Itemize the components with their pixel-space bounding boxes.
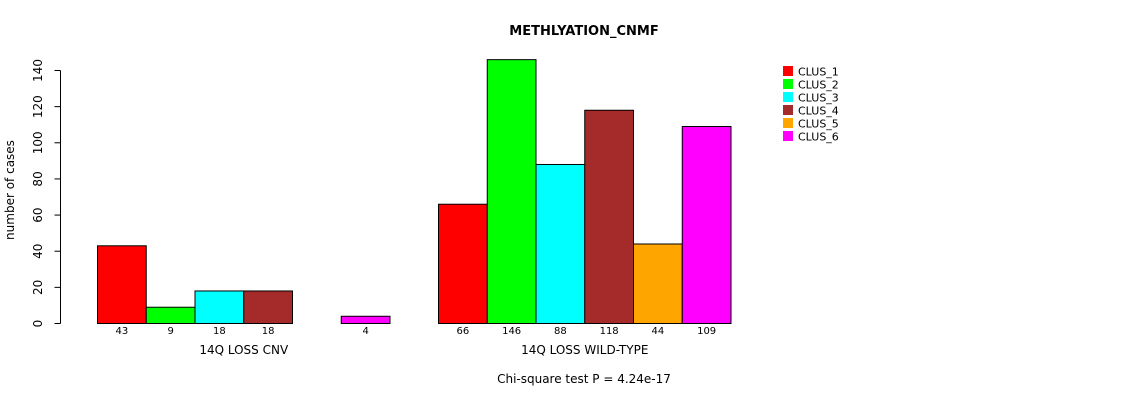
- legend-label: CLUS_2: [798, 79, 839, 92]
- bar-count-label: 9: [167, 326, 173, 337]
- bars: [97, 59, 732, 325]
- bar-count-label: 66: [457, 326, 470, 337]
- bar-count-label: 146: [502, 326, 521, 337]
- bar-clus-4: [243, 290, 293, 325]
- bar-count-label: 43: [116, 326, 129, 337]
- legend-swatch: [783, 66, 793, 76]
- bar-count-label: 18: [213, 326, 226, 337]
- chart-title: METHLYATION_CNMF: [509, 24, 658, 39]
- y-axis-label: number of cases: [3, 140, 17, 240]
- bar-count-label: 18: [262, 326, 275, 337]
- chart-subtitle: Chi-square test P = 4.24e-17: [497, 372, 671, 386]
- bar-clus-3: [535, 163, 586, 324]
- bar-clus-3: [194, 290, 245, 325]
- bar-count-label: 88: [554, 326, 567, 337]
- legend-label: CLUS_5: [798, 118, 839, 131]
- bar-clus-6: [681, 126, 732, 325]
- group-labels: 14Q LOSS CNV 14Q LOSS WILD-TYPE: [199, 343, 648, 357]
- group-label: 14Q LOSS WILD-TYPE: [521, 343, 648, 357]
- legend-label: CLUS_6: [798, 131, 839, 144]
- group-label: 14Q LOSS CNV: [199, 343, 289, 357]
- y-tick-label: 60: [31, 207, 45, 222]
- legend-swatch: [783, 131, 793, 141]
- legend-swatch: [783, 105, 793, 115]
- bar-clus-6: [340, 315, 391, 324]
- y-tick-label: 100: [31, 131, 45, 154]
- y-tick-label: 140: [31, 59, 45, 82]
- bar-labels: 43 9 18 18 4 66 146 88 118 44 109: [116, 326, 717, 337]
- bar-clus-4: [584, 109, 634, 324]
- bar-clus-1: [438, 203, 488, 325]
- bar-clus-5: [633, 243, 683, 324]
- y-tick-label: 80: [31, 171, 45, 186]
- legend-label: CLUS_1: [798, 66, 839, 79]
- bar-count-label: 4: [362, 326, 368, 337]
- legend-swatch: [783, 92, 793, 102]
- y-tick-label: 20: [31, 280, 45, 295]
- y-tick-label: 120: [31, 95, 45, 118]
- bar-clus-2: [486, 59, 537, 325]
- legend-label: CLUS_3: [798, 92, 839, 105]
- y-tick-label: 40: [31, 244, 45, 259]
- bar-count-label: 44: [652, 326, 665, 337]
- legend-label: CLUS_4: [798, 105, 839, 118]
- legend-swatch: [783, 79, 793, 89]
- bar-clus-2: [145, 306, 196, 325]
- bar-count-label: 118: [600, 326, 619, 337]
- bar-count-label: 109: [697, 326, 716, 337]
- bar-clus-1: [97, 245, 147, 325]
- legend-swatch: [783, 118, 793, 128]
- y-axis: 0 20 40 60 80 100 120 140: [31, 59, 61, 327]
- y-tick-label: 0: [31, 320, 45, 328]
